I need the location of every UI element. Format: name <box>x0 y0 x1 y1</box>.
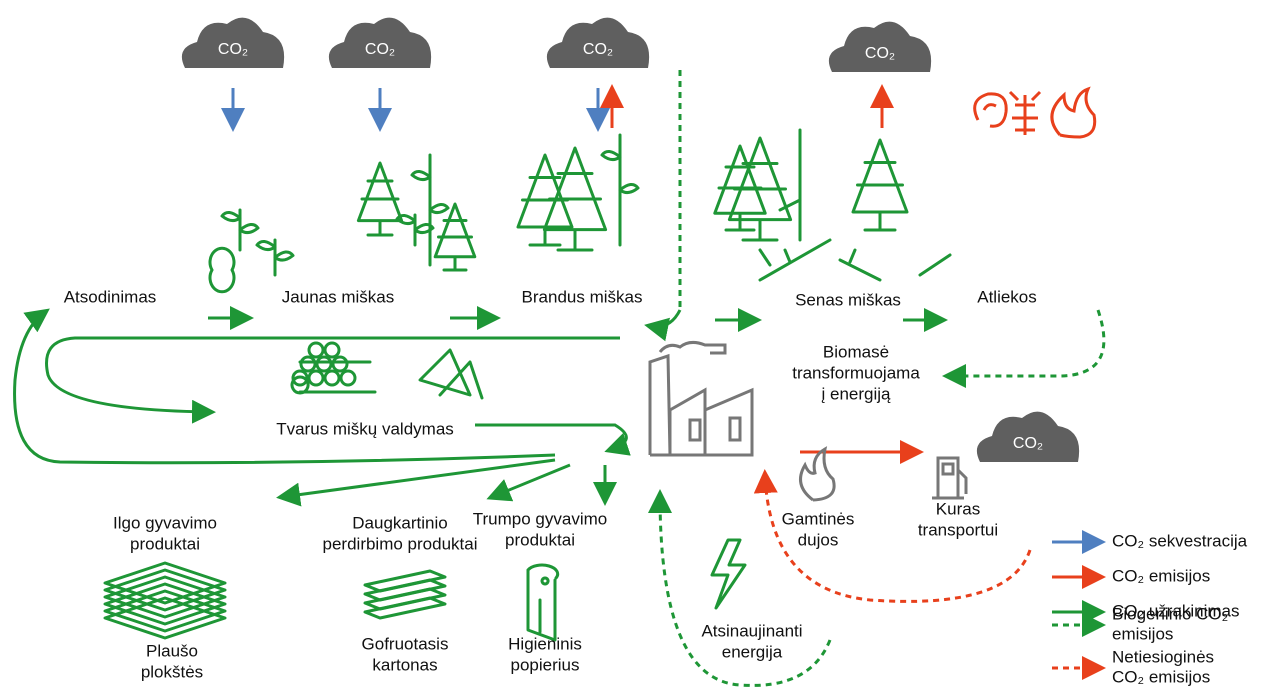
log-icon <box>309 343 323 357</box>
tree-icon <box>853 140 907 230</box>
lightning-icon <box>712 540 745 608</box>
label: produktai <box>505 530 575 549</box>
label: Atsinaujinanti <box>701 621 802 640</box>
label: Trumpo gyvavimo <box>473 509 607 528</box>
log-icon <box>309 371 323 385</box>
label: plokštės <box>141 662 203 681</box>
label: perdirbimo produktai <box>323 534 478 553</box>
plant-icon <box>222 210 258 250</box>
harvest-arrow <box>650 310 680 327</box>
tree-icon <box>435 204 475 270</box>
log-icon <box>333 357 347 371</box>
label: Gamtinės <box>782 509 855 528</box>
insect-icon <box>1010 92 1040 135</box>
label: Higieninis <box>508 634 582 653</box>
timber-icon <box>420 350 482 398</box>
label: CO₂ emisijos <box>1112 667 1210 686</box>
tree-icon <box>358 163 401 235</box>
cloud-label: CO₂ <box>865 45 895 62</box>
processing-arrow <box>475 425 626 450</box>
label: CO₂ emisijos <box>1112 566 1210 585</box>
cloud-label: CO₂ <box>218 41 248 58</box>
factory-icon <box>650 356 752 455</box>
label: Gofruotasis <box>362 634 449 653</box>
log-icon <box>325 371 339 385</box>
replanting-arrow <box>15 312 555 463</box>
label: transformuojama <box>792 363 920 382</box>
plant-icon <box>412 155 448 265</box>
cloud-label: CO₂ <box>583 41 613 58</box>
label: Kuras <box>936 499 980 518</box>
fire-icon <box>1052 89 1095 137</box>
label: Daugkartinio <box>352 513 447 532</box>
label: CO₂ sekvestracija <box>1112 531 1248 550</box>
label: energija <box>722 642 783 661</box>
log-icon <box>341 371 355 385</box>
paper-roll-icon <box>528 565 558 640</box>
label: kartonas <box>372 655 437 674</box>
label: Tvarus miškų valdymas <box>276 419 454 438</box>
product-arrow <box>282 460 555 497</box>
decorations <box>15 18 1104 686</box>
log-icon <box>317 357 331 371</box>
label: Brandus miškas <box>522 287 643 306</box>
label: Netiesioginės <box>1112 647 1214 666</box>
log-icon <box>325 343 339 357</box>
label: Biomasė <box>823 342 889 361</box>
pest-icon <box>975 94 1007 126</box>
label: Ilgo gyvavimo <box>113 513 217 532</box>
fallen-tree-icon <box>760 240 950 280</box>
label: produktai <box>130 534 200 553</box>
log-icon <box>301 357 315 371</box>
label: transportui <box>918 520 998 539</box>
management-arrow <box>47 338 620 412</box>
diagram: CO₂ CO₂ CO₂ CO₂ CO₂ Atsodinimas Jaunas miškas B… <box>0 0 1273 692</box>
label: dujos <box>798 530 839 549</box>
label: Jaunas miškas <box>282 287 394 306</box>
acorn-icon <box>210 248 234 291</box>
cloud-label: CO₂ <box>365 41 395 58</box>
product-arrow <box>492 465 570 497</box>
smoke-icon <box>660 342 725 353</box>
label: Biogeninio CO₂ <box>1112 604 1228 623</box>
plant-icon <box>602 135 638 245</box>
label: Atliekos <box>977 287 1037 306</box>
label: į energiją <box>822 384 892 403</box>
plant-icon <box>257 240 293 275</box>
gas-icon <box>801 449 835 500</box>
biogenic-arrow <box>948 310 1104 376</box>
dead-tree-icon <box>780 130 800 240</box>
pump-icon <box>932 458 966 498</box>
label: Atsodinimas <box>64 287 157 306</box>
cloud-label: CO₂ <box>1013 435 1043 452</box>
label: Plaušo <box>146 641 198 660</box>
label: popierius <box>511 655 580 674</box>
label: emisijos <box>1112 624 1173 643</box>
label: Senas miškas <box>795 290 901 309</box>
tree-icon <box>544 148 605 250</box>
